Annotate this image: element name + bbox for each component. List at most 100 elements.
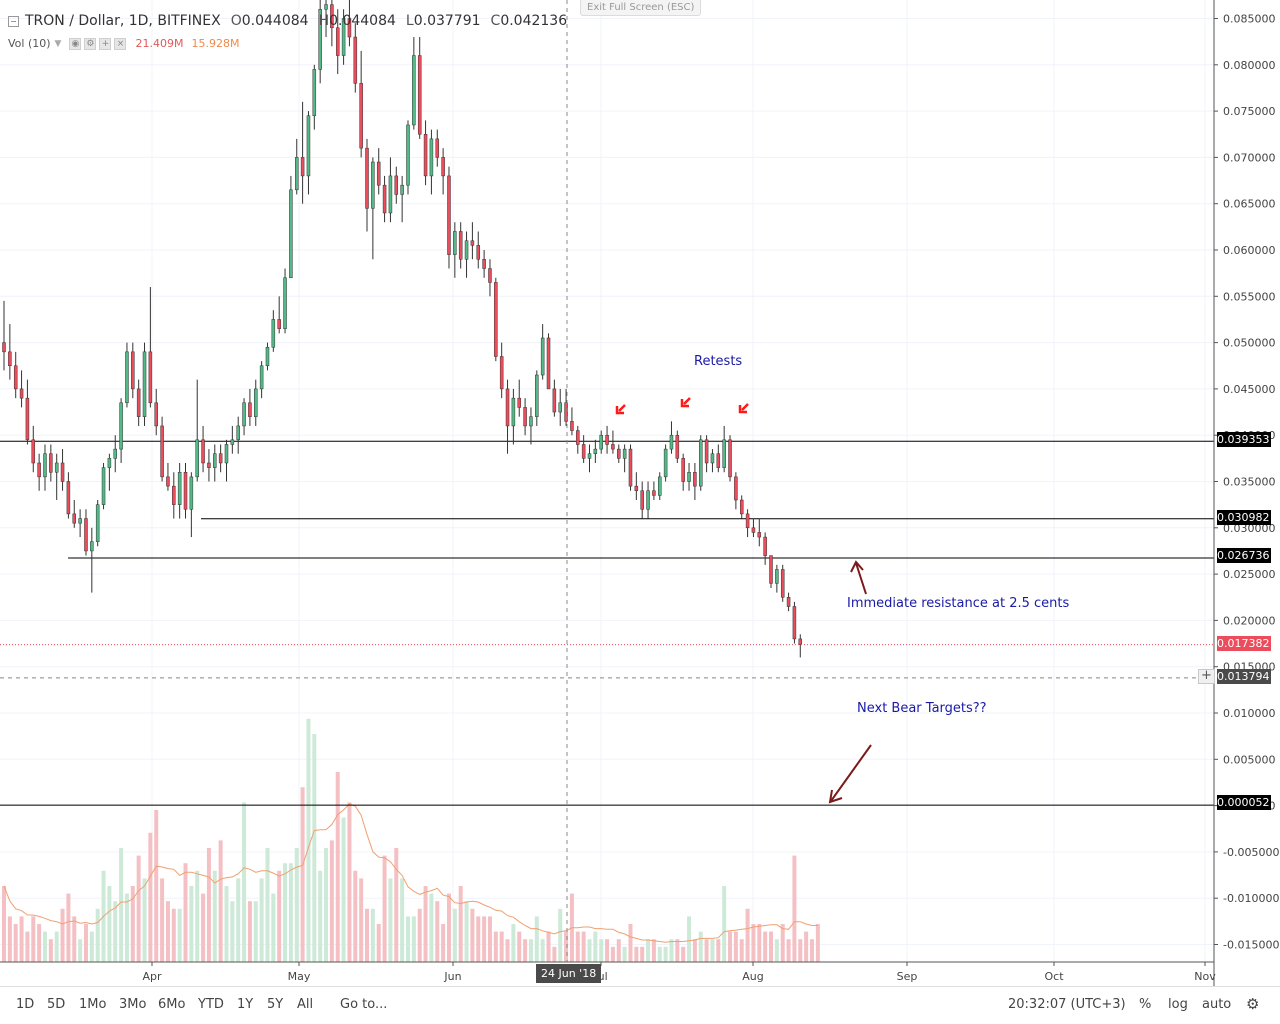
timeframe-5d[interactable]: 5D [47, 997, 66, 1012]
retest-arrow-icon [738, 403, 749, 414]
volume-bar [288, 863, 293, 962]
candle [347, 0, 352, 47]
candle [259, 361, 264, 399]
candle-body [529, 416, 533, 427]
candle-body [611, 444, 615, 450]
candle [60, 449, 65, 491]
auto-scale-toggle[interactable]: auto [1202, 997, 1232, 1012]
bear-arrow-shaft [830, 744, 872, 802]
volume-bar [78, 939, 83, 962]
go-to-date-button[interactable]: Go to... [340, 997, 388, 1012]
volume-bar [487, 916, 492, 962]
candle-body [318, 8, 322, 70]
candle-body [634, 485, 639, 492]
volume-bar [113, 901, 118, 962]
high-label: H [318, 13, 330, 29]
volume-bar [124, 893, 129, 962]
candle-body [599, 434, 603, 450]
timeframe-6mo[interactable]: 6Mo [158, 997, 186, 1012]
exit-fullscreen-button[interactable]: Exit Full Screen (ESC) [580, 0, 702, 16]
candle-body [464, 240, 469, 260]
candle-body [31, 439, 36, 464]
candle-body [453, 231, 457, 255]
candle-body [406, 124, 410, 186]
timeframe-all[interactable]: All [297, 997, 314, 1012]
add-alert-plus-icon[interactable]: + [1198, 669, 1215, 684]
volume-label[interactable]: Vol (10) [8, 37, 51, 50]
chart-grid [0, 0, 1214, 962]
candle [552, 379, 557, 417]
volume-bar [160, 878, 165, 962]
candle [611, 430, 615, 454]
timeframe-1mo[interactable]: 1Mo [79, 997, 107, 1012]
candle-body [751, 527, 756, 533]
candle-body [324, 4, 328, 10]
gear-icon[interactable]: ⚙ [1246, 995, 1260, 1013]
candle-body [435, 138, 440, 158]
candle [248, 388, 252, 426]
candle-body [49, 453, 53, 473]
candle-body [581, 444, 586, 459]
candle-body [131, 351, 135, 390]
candle-body [353, 36, 358, 84]
time-axis-labels: AprMayJunJulAugSepOctNov [142, 962, 1216, 983]
candle-body [90, 541, 94, 552]
candle [581, 435, 586, 463]
clock[interactable]: 20:32:07 (UTC+3) [1008, 997, 1126, 1012]
chart-canvas[interactable]: 0.085000 0.080000 0.075000 0.070000 0.065000… [0, 0, 1280, 986]
volume-bar [815, 924, 820, 962]
volume-bar [774, 939, 779, 962]
volume-bar [687, 916, 692, 962]
candle-body [417, 55, 422, 135]
candle [494, 277, 498, 362]
timeframe-1d[interactable]: 1D [16, 997, 35, 1012]
volume-bar [423, 886, 428, 962]
log-scale-toggle[interactable]: log [1168, 997, 1188, 1012]
candle-body [37, 462, 41, 478]
price-tick-label: 0.045000 [1223, 383, 1276, 396]
candle [622, 444, 627, 473]
volume-bar [581, 931, 586, 962]
timeframe-ytd[interactable]: YTD [198, 997, 224, 1012]
candle [417, 37, 422, 139]
candle-body [757, 532, 762, 538]
percent-scale-toggle[interactable]: % [1139, 997, 1152, 1012]
timeframe-5y[interactable]: 5Y [267, 997, 284, 1012]
volume-bar [365, 908, 370, 962]
candle [453, 222, 457, 278]
candle-body [66, 481, 71, 515]
chevron-down-icon[interactable]: ▼ [54, 38, 62, 49]
price-tag-level-2: 0.030982 [1217, 510, 1271, 525]
candle [769, 555, 773, 588]
price-tick-label: -0.010000 [1223, 892, 1279, 905]
candle [628, 444, 633, 491]
resistance-annotation: Immediate resistance at 2.5 cents [847, 596, 1070, 611]
volume-bar [716, 939, 721, 962]
volume-bar [277, 870, 282, 962]
candle [540, 324, 545, 380]
candle [734, 472, 738, 510]
candle [470, 222, 475, 260]
price-tick-label: 0.085000 [1223, 13, 1276, 26]
plus-icon[interactable]: + [99, 37, 112, 50]
volume-bar [616, 939, 621, 962]
timeframe-1y[interactable]: 1Y [237, 997, 254, 1012]
candle [535, 370, 539, 426]
close-icon[interactable]: × [114, 37, 127, 50]
price-tick-label: 0.005000 [1223, 753, 1276, 766]
candle [154, 388, 158, 436]
candle-body [142, 351, 147, 417]
gear-icon[interactable]: ⚙ [84, 37, 97, 50]
eye-icon[interactable]: ◉ [69, 37, 82, 50]
candle-body [2, 342, 6, 353]
candle-body [576, 430, 580, 445]
timeframe-3mo[interactable]: 3Mo [119, 997, 147, 1012]
candle [148, 287, 153, 408]
volume-bar [242, 802, 247, 962]
collapse-legend-icon[interactable] [8, 15, 19, 27]
price-tick-label: 0.035000 [1223, 476, 1276, 489]
candle [798, 634, 803, 658]
candle-body [382, 184, 387, 214]
candle [593, 439, 598, 463]
candle-body [189, 476, 194, 510]
